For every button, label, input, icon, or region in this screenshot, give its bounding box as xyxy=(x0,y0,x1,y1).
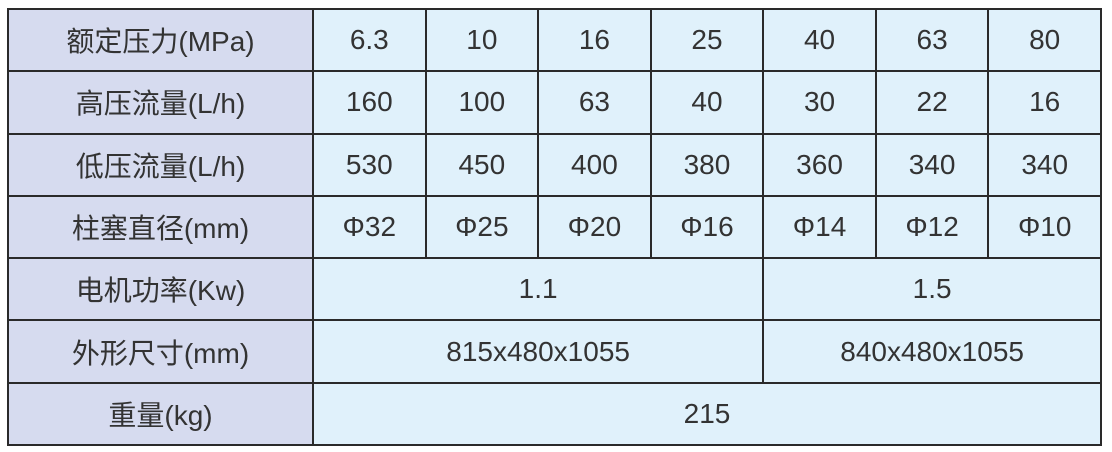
cell: Φ25 xyxy=(424,194,540,260)
cell: 40 xyxy=(649,70,765,135)
table-row-weight: 重量(kg) 215 xyxy=(7,381,1102,447)
cell: 6.3 xyxy=(312,7,427,73)
table-row: 柱塞直径(mm) Φ32 Φ25 Φ20 Φ16 Φ14 Φ12 Φ10 xyxy=(7,194,1102,260)
cell: 360 xyxy=(762,132,877,197)
spec-table: 额定压力(MPa) 6.3 10 16 25 40 63 80 高压流量(L/h) 160 100 6… xyxy=(7,7,1102,447)
cell: 1.5 xyxy=(762,257,1102,322)
cell: 215 xyxy=(312,381,1102,447)
cell: 22 xyxy=(874,70,990,135)
table-row: 高压流量(L/h) 160 100 63 40 30 22 16 xyxy=(7,70,1102,135)
cell: 16 xyxy=(537,7,652,73)
cell: Φ32 xyxy=(312,194,427,260)
row-label: 重量(kg) xyxy=(7,381,314,447)
cell: 25 xyxy=(649,7,765,73)
cell: 450 xyxy=(424,132,540,197)
cell: 63 xyxy=(537,70,652,135)
cell: 340 xyxy=(987,132,1102,197)
row-label: 高压流量(L/h) xyxy=(7,70,314,135)
cell: 16 xyxy=(987,70,1102,135)
cell: Φ10 xyxy=(987,194,1102,260)
cell: Φ16 xyxy=(649,194,765,260)
table-row-motor-power: 电机功率(Kw) 1.1 1.5 xyxy=(7,257,1102,322)
cell: 380 xyxy=(649,132,765,197)
table-row: 额定压力(MPa) 6.3 10 16 25 40 63 80 xyxy=(7,7,1102,73)
cell: 340 xyxy=(874,132,990,197)
cell: 40 xyxy=(762,7,877,73)
table-row-dimensions: 外形尺寸(mm) 815x480x1055 840x480x1055 xyxy=(7,319,1102,384)
cell: 160 xyxy=(312,70,427,135)
cell: Φ20 xyxy=(537,194,652,260)
cell: Φ14 xyxy=(762,194,877,260)
row-label: 低压流量(L/h) xyxy=(7,132,314,197)
cell: 815x480x1055 xyxy=(311,319,765,384)
cell: 840x480x1055 xyxy=(762,319,1102,384)
cell: 400 xyxy=(537,132,652,197)
cell: 80 xyxy=(987,7,1102,73)
cell: 100 xyxy=(424,70,540,135)
row-label: 柱塞直径(mm) xyxy=(7,194,314,260)
row-label: 外形尺寸(mm) xyxy=(7,319,314,384)
cell: 30 xyxy=(762,70,877,135)
table-row: 低压流量(L/h) 530 450 400 380 360 340 340 xyxy=(7,132,1102,197)
cell: 530 xyxy=(312,132,427,197)
cell: 63 xyxy=(874,7,990,73)
cell: Φ12 xyxy=(874,194,990,260)
row-label: 额定压力(MPa) xyxy=(7,7,314,73)
cell: 1.1 xyxy=(311,257,765,322)
row-label: 电机功率(Kw) xyxy=(7,257,314,322)
cell: 10 xyxy=(424,7,540,73)
